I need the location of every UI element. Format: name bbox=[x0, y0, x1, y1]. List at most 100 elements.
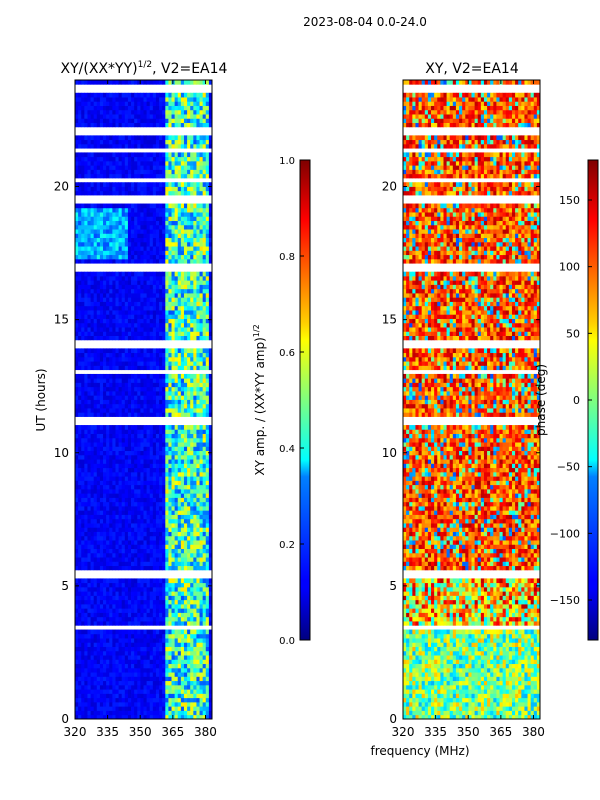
heatmap-cell bbox=[180, 365, 185, 371]
heatmap-cell bbox=[109, 548, 113, 554]
heatmap-cell bbox=[137, 361, 141, 366]
heatmap-cell bbox=[106, 229, 110, 234]
heatmap-cell bbox=[93, 446, 98, 452]
heatmap-cell bbox=[115, 425, 119, 430]
heatmap-cell bbox=[143, 552, 148, 558]
heatmap-cell bbox=[152, 378, 157, 383]
heatmap-cell bbox=[134, 412, 138, 417]
heatmap-cell bbox=[118, 378, 123, 383]
heatmap-cell bbox=[93, 258, 98, 264]
heatmap-cell bbox=[106, 254, 110, 260]
heatmap-cell bbox=[152, 697, 157, 703]
heatmap-cell bbox=[202, 297, 207, 302]
heatmap-cell bbox=[162, 544, 166, 549]
heatmap-cell bbox=[162, 565, 166, 571]
heatmap-cell bbox=[143, 638, 148, 643]
heatmap-cell bbox=[131, 386, 135, 392]
heatmap-cell bbox=[78, 655, 82, 660]
heatmap-cell bbox=[124, 408, 129, 413]
heatmap-cell bbox=[134, 425, 138, 430]
heatmap-cell bbox=[131, 280, 135, 285]
heatmap-cell bbox=[168, 680, 172, 686]
heatmap-cell bbox=[81, 642, 85, 647]
heatmap-cell bbox=[81, 310, 85, 315]
heatmap-cell bbox=[81, 650, 85, 656]
heatmap-cell bbox=[190, 497, 194, 503]
heatmap-cell bbox=[205, 408, 210, 413]
heatmap-cell bbox=[180, 403, 185, 409]
heatmap-cell bbox=[187, 373, 191, 379]
heatmap-cell bbox=[205, 301, 210, 307]
heatmap-cell bbox=[149, 310, 154, 315]
heatmap-cell bbox=[159, 258, 163, 264]
heatmap-cell bbox=[196, 220, 200, 226]
heatmap-cell bbox=[121, 403, 126, 409]
heatmap-cell bbox=[193, 356, 197, 362]
heatmap-cell bbox=[109, 586, 113, 592]
heatmap-cell bbox=[168, 293, 172, 298]
heatmap-cell bbox=[115, 275, 119, 281]
heatmap-cell bbox=[96, 275, 101, 281]
heatmap-cell bbox=[196, 284, 200, 290]
heatmap-cell bbox=[190, 408, 194, 413]
heatmap-cell bbox=[96, 527, 101, 532]
heatmap-cell bbox=[93, 246, 98, 251]
heatmap-cell bbox=[118, 327, 123, 332]
heatmap-cell bbox=[103, 488, 107, 494]
heatmap-cell bbox=[75, 288, 79, 294]
heatmap-cell bbox=[180, 293, 185, 298]
heatmap-cell bbox=[106, 233, 110, 239]
heatmap-cell bbox=[171, 446, 176, 452]
heatmap-cell bbox=[121, 182, 126, 187]
heatmap-cell bbox=[81, 365, 85, 371]
heatmap-cell bbox=[196, 663, 200, 669]
heatmap-cell bbox=[199, 203, 204, 209]
heatmap-cell bbox=[177, 382, 182, 388]
heatmap-cell bbox=[168, 586, 172, 592]
heatmap-cell bbox=[115, 429, 119, 434]
heatmap-cell bbox=[131, 463, 135, 469]
heatmap-cell bbox=[87, 463, 91, 469]
heatmap-cell bbox=[193, 510, 197, 515]
heatmap-cell bbox=[155, 241, 160, 247]
heatmap-cell bbox=[155, 488, 160, 494]
heatmap-cell bbox=[205, 190, 210, 196]
heatmap-cell bbox=[87, 467, 91, 473]
heatmap-cell bbox=[149, 710, 154, 716]
heatmap-cell bbox=[90, 680, 95, 686]
heatmap-cell bbox=[193, 493, 197, 498]
heatmap-cell bbox=[190, 288, 194, 294]
heatmap-cell bbox=[180, 586, 185, 592]
heatmap-cell bbox=[202, 586, 207, 592]
heatmap-cell bbox=[146, 608, 151, 613]
heatmap-cell bbox=[93, 471, 98, 477]
heatmap-cell bbox=[99, 616, 104, 622]
heatmap-cell bbox=[165, 433, 169, 439]
heatmap-cell bbox=[159, 212, 163, 217]
heatmap-cell bbox=[84, 318, 88, 324]
heatmap-cell bbox=[152, 514, 157, 520]
heatmap-cell bbox=[162, 224, 166, 230]
heatmap-cell bbox=[84, 224, 88, 230]
heatmap-cell bbox=[199, 403, 204, 409]
heatmap-cell bbox=[177, 616, 182, 622]
heatmap-cell bbox=[115, 408, 119, 413]
heatmap-cell bbox=[109, 322, 113, 328]
heatmap-cell bbox=[152, 241, 157, 247]
heatmap-cell bbox=[137, 493, 141, 498]
heatmap-cell bbox=[165, 310, 169, 315]
heatmap-cell bbox=[75, 395, 79, 400]
heatmap-cell bbox=[199, 459, 204, 464]
heatmap-cell bbox=[171, 412, 176, 417]
heatmap-cell bbox=[124, 378, 129, 383]
heatmap-cell bbox=[93, 408, 98, 413]
heatmap-cell bbox=[143, 591, 148, 596]
heatmap-cell bbox=[103, 706, 107, 711]
heatmap-cell bbox=[109, 684, 113, 690]
heatmap-cell bbox=[159, 501, 163, 507]
heatmap-cell bbox=[75, 531, 79, 537]
heatmap-cell bbox=[127, 373, 132, 379]
heatmap-cell bbox=[93, 535, 98, 541]
heatmap-cell bbox=[90, 425, 95, 430]
heatmap-cell bbox=[196, 527, 200, 532]
